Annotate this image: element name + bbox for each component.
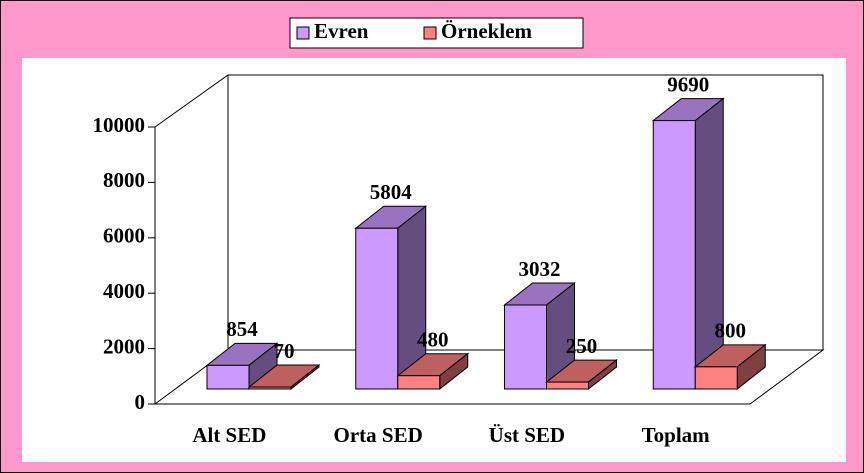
bar — [206, 364, 250, 390]
legend-marker — [423, 26, 437, 40]
data-label: 250 — [566, 334, 598, 358]
data-label: 9690 — [667, 72, 709, 96]
data-label: 480 — [417, 328, 449, 352]
y-tick-label: 8000 — [103, 168, 145, 192]
data-label: 854 — [226, 317, 258, 341]
y-tick-label: 4000 — [103, 279, 145, 303]
legend-marker — [296, 26, 310, 40]
legend-label: Evren — [314, 19, 369, 43]
data-label: 70 — [274, 339, 295, 363]
bar — [397, 375, 441, 390]
data-label: 5804 — [370, 180, 413, 204]
bar — [355, 227, 399, 390]
y-tick-label: 10000 — [93, 113, 146, 137]
data-label: 800 — [715, 319, 747, 343]
bar — [248, 386, 292, 390]
x-tick-label: Üst SED — [489, 423, 565, 447]
back-wall — [154, 74, 824, 350]
legend-label: Örneklem — [441, 19, 532, 43]
bar — [504, 304, 547, 390]
x-tick-label: Toplam — [642, 423, 711, 447]
y-tick-label: 0 — [135, 390, 146, 414]
bar — [694, 366, 738, 390]
x-tick-label: Alt SED — [192, 423, 266, 447]
data-label: 3032 — [519, 257, 561, 281]
bar — [652, 120, 696, 390]
floor — [154, 349, 825, 405]
bar — [546, 381, 589, 390]
bar-side — [694, 97, 724, 391]
y-tick-label: 2000 — [103, 334, 145, 358]
y-tick-label: 6000 — [103, 224, 145, 248]
x-tick-label: Orta SED — [334, 423, 423, 447]
axes-frame — [154, 74, 825, 405]
